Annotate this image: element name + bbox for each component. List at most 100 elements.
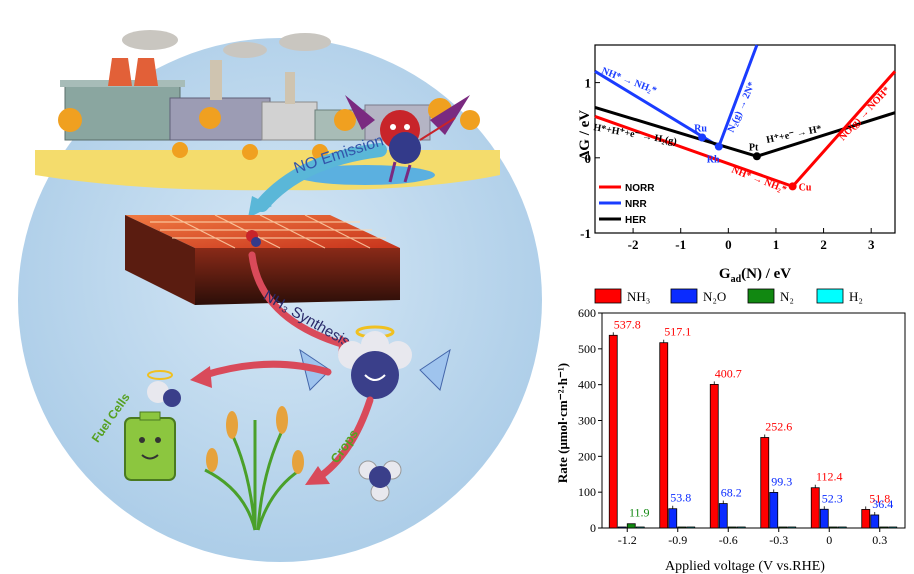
bar-nh — [608, 334, 618, 529]
bar-h — [888, 526, 898, 529]
bar-legend-label: N₂ — [780, 289, 794, 304]
fuel-cells-arrow — [201, 360, 332, 379]
volcano-point-label: Cu — [799, 182, 812, 193]
volcano-ytick-label: -1 — [580, 226, 591, 241]
her-right-annotation: H⁺+e⁻ → H* — [765, 123, 822, 145]
norr-left-annotation: NH* → NH₂* — [730, 165, 788, 196]
bar-legend-swatch — [594, 288, 622, 304]
illustration: NO Emission NH₃ Synthesis Fuel — [18, 30, 542, 562]
bar-no — [668, 508, 678, 529]
bar-no — [769, 492, 779, 529]
volcano-point-label: Rh — [707, 155, 720, 166]
bar-data-label: 252.6 — [765, 419, 792, 433]
volcano-xtick-label: 2 — [820, 237, 827, 252]
crops-arrowhead — [305, 466, 330, 485]
bar-nh — [659, 342, 669, 529]
volcano-xtick-label: -1 — [675, 237, 686, 252]
no-molecule-devil — [345, 95, 470, 183]
volcano-ytick-label: 0 — [585, 151, 592, 166]
bar-ytick-label: 100 — [578, 485, 596, 499]
bar-h — [736, 526, 746, 529]
bar-nh — [861, 509, 871, 529]
bar-data-label: 36.4 — [872, 497, 893, 511]
bar-n — [727, 526, 737, 529]
bar-nh — [810, 487, 820, 529]
rate-bar-chart: NH₃ N₂O N₂ H₂ 0 100 200 300 400 500 600 -1.2 -0.9 -0… — [555, 288, 906, 574]
bar-legend-swatch — [816, 288, 844, 304]
bar-legend-swatch — [670, 288, 698, 304]
bar-data-label: 51.8 — [869, 491, 890, 505]
bar-no — [870, 514, 880, 529]
bar-data-label: 112.4 — [816, 470, 843, 484]
grain-heads — [206, 406, 304, 474]
legend-label-norr: NORR — [625, 183, 655, 194]
fuel-cell-character — [124, 370, 181, 481]
bar-data-label: 53.8 — [670, 491, 691, 505]
bar-xtick-label: -0.3 — [769, 533, 788, 547]
bar-ytick-label: 500 — [578, 342, 596, 356]
bar-data-label: 52.3 — [822, 491, 843, 505]
volcano-point-pt — [752, 152, 761, 161]
bar-xtick-label: -0.6 — [719, 533, 738, 547]
fuel-cells-arrowhead — [190, 366, 212, 388]
nh3-synthesis-arrow — [248, 251, 349, 349]
bar-nh — [709, 384, 719, 529]
bar-xlabel: Applied voltage (V vs.RHE) — [665, 559, 825, 574]
bar-n — [778, 526, 788, 529]
volcano-point-cu — [788, 182, 797, 191]
bar-h — [686, 526, 696, 529]
bar-ytick-label: 400 — [578, 378, 596, 392]
bar-legend-label: NH₃ — [627, 289, 650, 304]
bar-xtick-label: -1.2 — [618, 533, 637, 547]
bar-data-label: 11.9 — [629, 506, 650, 520]
bar-data-label: 99.3 — [771, 474, 792, 488]
bar-axes: 0 100 200 300 400 500 600 -1.2 -0.9 -0.6 -0.3 0 0.3 — [578, 306, 906, 547]
ammonia-angel — [299, 325, 451, 399]
volcano-axes: -2 -1 0 1 2 3 -1 0 1 — [580, 44, 896, 252]
bar-h — [837, 526, 847, 529]
nh3-molecule — [358, 460, 402, 502]
legend-label-nrr: NRR — [625, 199, 647, 210]
bar-h — [787, 526, 797, 529]
bar-no — [617, 526, 627, 529]
bar-xtick-label: -0.9 — [668, 533, 687, 547]
bar-legend-label: H₂ — [849, 289, 863, 304]
volcano-xtick-label: -2 — [628, 237, 639, 252]
bar-marks: 537.8 11.9 517.1 53.8 400.7 68.2 252.6 99.3 112.… — [608, 317, 898, 529]
volcano-point-rh — [714, 142, 723, 151]
catalyst-slab — [125, 214, 400, 305]
volcano-xtick-label: 1 — [773, 237, 780, 252]
volcano-xlabel: Gad(N) / eV — [719, 266, 791, 285]
bar-h — [635, 526, 645, 529]
volcano-plot: -2 -1 0 1 2 3 -1 0 1 Ru Rh Pt Cu ΔG / eV Gad(N) / e… — [577, 44, 897, 285]
bar-ytick-label: 600 — [578, 306, 596, 320]
crops-plant — [204, 420, 301, 531]
volcano-xtick-label: 3 — [868, 237, 875, 252]
volcano-point-label: Ru — [694, 123, 707, 134]
bar-n — [828, 526, 838, 529]
bar-ytick-label: 200 — [578, 449, 596, 463]
bar-data-label: 517.1 — [664, 325, 691, 339]
her-left-annotation: H*+H⁺+e⁻ → H₂(g) — [592, 122, 677, 147]
volcano-point-ru — [698, 133, 707, 142]
bar-n — [626, 523, 636, 529]
bar-legend-label: N₂O — [703, 289, 726, 304]
legend-label-her: HER — [625, 215, 647, 226]
bar-legend-swatch — [747, 288, 775, 304]
volcano-frame — [594, 44, 896, 234]
bar-ytick-label: 300 — [578, 414, 596, 428]
no-emission-arrow — [255, 143, 387, 212]
volcano-points: Ru Rh Pt Cu — [694, 123, 812, 193]
bar-data-label: 400.7 — [715, 366, 742, 380]
bar-n — [879, 526, 889, 529]
bar-ytick-label: 0 — [590, 521, 596, 535]
bar-no — [819, 508, 829, 529]
volcano-legend: NORR NRR HER — [599, 183, 655, 226]
bar-ylabel: Rate (μmol·cm⁻²·h⁻¹) — [555, 363, 570, 483]
volcano-lines — [594, 44, 897, 189]
volcano-xtick-label: 0 — [725, 237, 732, 252]
bar-data-label: 68.2 — [721, 486, 742, 500]
no-emission-arrowhead — [248, 196, 272, 218]
bar-n — [677, 526, 687, 529]
volcano-ytick-label: 1 — [585, 76, 592, 91]
